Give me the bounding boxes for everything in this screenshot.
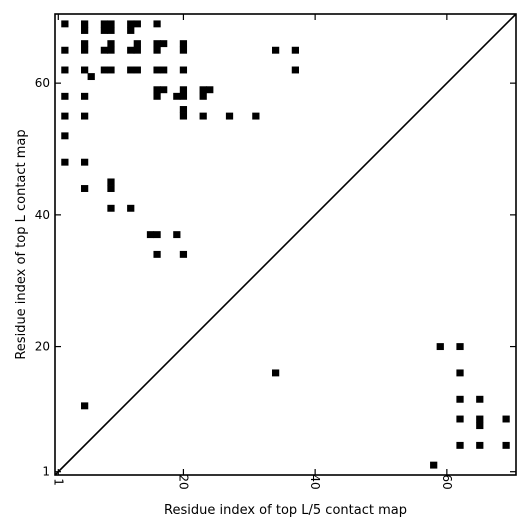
contact-point-upper-left [81, 27, 89, 34]
contact-point-upper-left [127, 27, 135, 34]
contact-point-upper-left [153, 86, 161, 94]
contact-point-upper-left [291, 66, 299, 74]
marker-layer [61, 20, 510, 469]
contact-point-lower-right [430, 461, 438, 469]
contact-point-upper-left [61, 46, 69, 54]
contact-point-upper-left [252, 112, 260, 120]
contact-point-upper-left [107, 20, 115, 28]
x-tick-label: 1 [51, 478, 65, 486]
y-axis-label: Residue index of top L contact map [14, 129, 29, 359]
contact-point-lower-right [81, 402, 89, 410]
contact-point-upper-left [153, 20, 161, 28]
contact-point-upper-left [81, 92, 89, 100]
contact-point-upper-left [153, 66, 161, 74]
contact-point-upper-left [100, 27, 109, 34]
contact-point-upper-left [153, 231, 161, 239]
contact-point-lower-right [456, 395, 464, 403]
contact-point-lower-right [436, 343, 444, 351]
tick-layer: 1 20 40 60 1 20 40 60 [35, 14, 516, 490]
contact-point-upper-left [107, 204, 115, 212]
contact-point-upper-left [179, 86, 188, 94]
contact-point-upper-left [107, 46, 115, 54]
contact-point-lower-right [502, 415, 510, 423]
contact-point-lower-right [476, 422, 484, 430]
contact-point-lower-right [502, 441, 510, 449]
contact-point-upper-left [81, 112, 89, 120]
y-tick-label: 1 [42, 465, 50, 479]
contact-point-lower-right [476, 415, 484, 423]
contact-point-lower-right [456, 415, 464, 423]
contact-point-upper-left [225, 112, 234, 120]
contact-point-upper-left [146, 231, 155, 239]
contact-point-lower-right [476, 395, 484, 403]
contact-point-upper-left [61, 158, 69, 166]
contact-point-upper-left [160, 40, 168, 48]
contact-point-upper-left [100, 66, 109, 74]
x-tick-label: 40 [308, 474, 322, 489]
contact-point-lower-right [476, 441, 484, 449]
y-tick-label: 40 [35, 208, 50, 222]
contact-point-lower-right [456, 369, 464, 377]
y-tick-label: 20 [35, 340, 50, 354]
contact-point-lower-right [456, 343, 464, 351]
contact-point-upper-left [179, 106, 188, 113]
contact-point-upper-left [179, 46, 188, 54]
contact-point-upper-left [173, 231, 181, 239]
diagonal-line [54, 13, 517, 476]
contact-point-upper-left [160, 66, 168, 74]
contact-point-upper-left [133, 20, 141, 28]
contact-point-upper-left [81, 66, 89, 74]
contact-point-lower-right [456, 441, 464, 449]
contact-point-upper-left [81, 40, 89, 48]
contact-point-upper-left [272, 46, 280, 54]
contact-point-upper-left [61, 66, 69, 74]
contact-point-upper-left [81, 46, 89, 54]
x-tick-label: 20 [176, 474, 190, 489]
contact-point-upper-left [100, 20, 109, 28]
contact-point-upper-left [107, 27, 115, 34]
contact-point-upper-left [179, 40, 188, 48]
contact-point-upper-left [179, 92, 188, 100]
contact-point-upper-left [61, 92, 69, 100]
contact-point-upper-left [133, 66, 141, 74]
contact-point-upper-left [153, 40, 161, 48]
contact-point-upper-left [133, 46, 141, 54]
contact-point-upper-left [61, 132, 69, 140]
contact-point-upper-left [61, 20, 69, 28]
plot-frame [54, 13, 517, 476]
contact-point-upper-left [127, 46, 135, 54]
contact-point-upper-left [107, 185, 115, 192]
contact-point-upper-left [87, 73, 95, 81]
contact-point-upper-left [133, 40, 141, 48]
contact-point-upper-left [179, 66, 188, 74]
contact-point-upper-left [127, 204, 135, 212]
contact-point-upper-left [160, 86, 168, 94]
y-tick-label: 60 [35, 76, 50, 90]
contact-point-upper-left [81, 20, 89, 28]
contact-point-upper-left [173, 92, 181, 100]
contact-point-upper-left [127, 20, 135, 28]
contact-point-upper-left [61, 112, 69, 120]
contact-point-upper-left [107, 66, 115, 74]
contact-point-upper-left [127, 66, 135, 74]
x-axis-label: Residue index of top L/5 contact map [164, 503, 407, 518]
contact-point-upper-left [81, 158, 89, 166]
contact-point-upper-left [153, 92, 161, 100]
contact-point-upper-left [81, 185, 89, 192]
contact-point-upper-left [206, 86, 214, 94]
contact-point-upper-left [199, 92, 207, 100]
contact-point-upper-left [179, 250, 188, 258]
contact-point-upper-left [100, 46, 109, 54]
contact-point-upper-left [107, 178, 115, 186]
contact-point-upper-left [199, 86, 207, 94]
x-tick-label: 60 [440, 474, 454, 489]
contact-point-upper-left [107, 40, 115, 48]
contact-point-upper-left [153, 250, 161, 258]
contact-point-upper-left [153, 46, 161, 54]
contact-point-upper-left [291, 46, 299, 54]
contact-point-upper-left [199, 112, 207, 120]
contact-point-lower-right [272, 369, 280, 377]
contact-point-upper-left [179, 112, 188, 120]
